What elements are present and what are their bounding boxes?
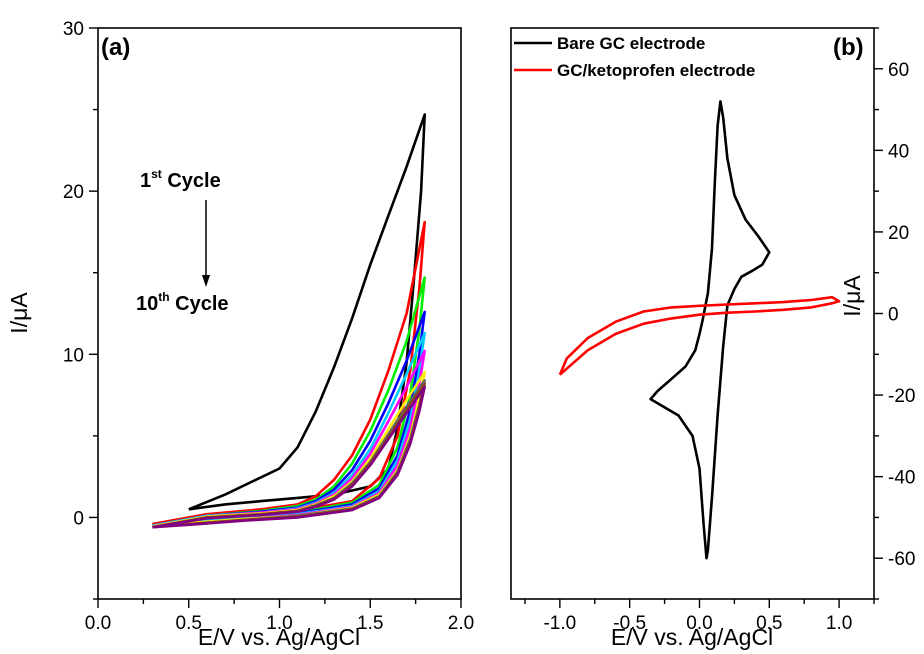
first-cycle-rest: Cycle bbox=[162, 170, 221, 192]
panel-a-label: (a) bbox=[101, 34, 130, 61]
x-tick-label: 1.0 bbox=[826, 613, 852, 634]
panel-a-x-ticks: 0.0 0.5 1.0 1.5 2.0 bbox=[85, 599, 474, 634]
x-tick-label: -1.0 bbox=[543, 613, 576, 634]
first-cycle-number: 1 bbox=[140, 170, 151, 192]
x-tick-label: 0.5 bbox=[176, 613, 202, 634]
panel-b-y-ticks: -60 -40 -20 0 20 40 60 bbox=[874, 27, 915, 600]
x-tick-label: 2.0 bbox=[448, 613, 474, 634]
tenth-cycle-rest: Cycle bbox=[170, 293, 229, 315]
panel-b-x-ticks: -1.0 -0.5 0.0 0.5 1.0 bbox=[524, 599, 875, 634]
tenth-cycle-sup: th bbox=[158, 290, 169, 304]
panel-b-legend: Bare GC electrode GC/ketoprofen electrod… bbox=[514, 34, 755, 80]
legend-label-ketoprofen: GC/ketoprofen electrode bbox=[557, 61, 755, 80]
panel-a-plot-lines bbox=[152, 113, 426, 529]
cv-curve-2 bbox=[558, 295, 841, 376]
x-tick-label: -0.5 bbox=[613, 613, 646, 634]
x-tick-label: 0.0 bbox=[686, 613, 712, 634]
panel-a: 0.0 0.5 1.0 1.5 2.0 0 10 20 30 (a) E/V vs. Ag/A… bbox=[6, 19, 474, 650]
panel-b-x-axis-title: E/V vs. Ag/AgCl bbox=[611, 624, 773, 650]
first-cycle-sup: st bbox=[151, 167, 162, 181]
panel-b-frame bbox=[510, 27, 875, 600]
y-tick-label: 40 bbox=[888, 141, 909, 162]
x-tick-label: 0.0 bbox=[85, 613, 111, 634]
panel-a-y-ticks: 0 10 20 30 bbox=[63, 19, 98, 600]
y-tick-label: -40 bbox=[888, 468, 915, 489]
tenth-cycle-number: 10 bbox=[136, 293, 158, 315]
y-tick-label: 20 bbox=[888, 223, 909, 244]
x-tick-label: 0.5 bbox=[756, 613, 782, 634]
cycle-annotation: 1st Cycle 10th Cycle bbox=[136, 167, 229, 315]
y-tick-label: 30 bbox=[63, 19, 84, 40]
panel-a-x-axis-title: E/V vs. Ag/AgCl bbox=[198, 624, 360, 650]
y-tick-label: 20 bbox=[63, 182, 84, 203]
legend-label-bare-gc: Bare GC electrode bbox=[557, 34, 705, 53]
y-tick-label: -20 bbox=[888, 386, 915, 407]
cycle-curve-7 bbox=[152, 370, 426, 528]
cycle-arrow-head bbox=[202, 275, 210, 287]
tenth-cycle-label: 10th Cycle bbox=[136, 290, 229, 315]
x-tick-label: 1.0 bbox=[266, 613, 292, 634]
panel-b-y-axis-title: I/μA bbox=[839, 275, 865, 317]
y-tick-label: 0 bbox=[888, 305, 899, 326]
first-cycle-label: 1st Cycle bbox=[140, 167, 221, 192]
y-tick-label: 60 bbox=[888, 60, 909, 81]
y-tick-label: 0 bbox=[73, 508, 84, 529]
cv-curve-1 bbox=[649, 100, 771, 560]
y-tick-label: 10 bbox=[63, 345, 84, 366]
panel-b: -1.0 -0.5 0.0 0.5 1.0 -60 -40 -20 0 20 40 60 (b) E… bbox=[510, 27, 915, 650]
y-tick-label: -60 bbox=[888, 549, 915, 570]
x-tick-label: 1.5 bbox=[357, 613, 383, 634]
panel-a-y-axis-title: I/μA bbox=[6, 292, 32, 334]
panel-b-label: (b) bbox=[833, 34, 864, 61]
cycle-curve-10 bbox=[152, 385, 426, 529]
panel-b-plot-lines bbox=[558, 100, 841, 560]
